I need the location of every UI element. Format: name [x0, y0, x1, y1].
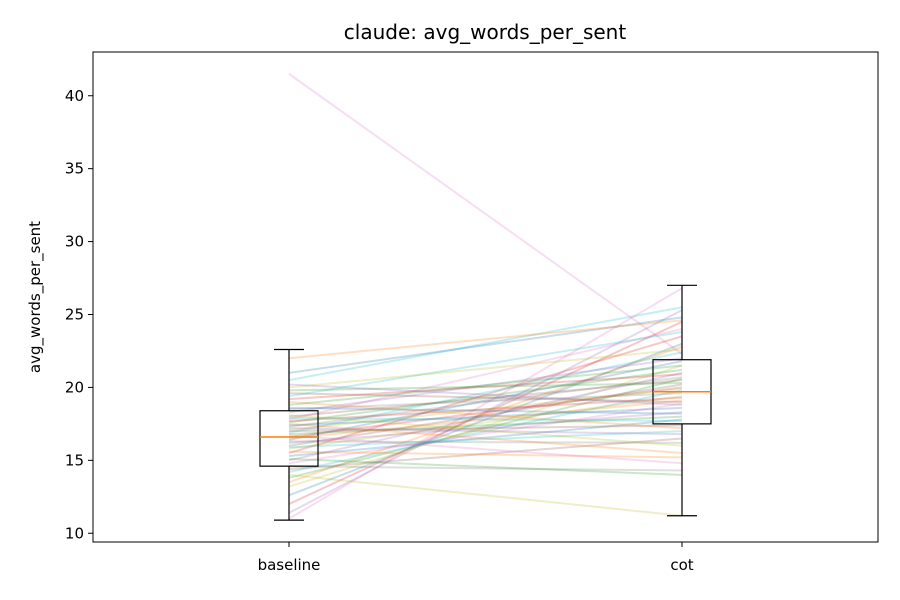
pair-line-8	[288, 473, 683, 517]
y-tick-label-10: 10	[65, 524, 84, 542]
pair-line-41	[288, 357, 683, 414]
pair-line-0	[288, 73, 683, 355]
pair-line-28	[288, 351, 683, 434]
pair-line-45	[288, 401, 683, 430]
pair-line-54	[288, 319, 683, 360]
pair-line-31	[288, 427, 683, 436]
pair-line-12	[288, 402, 683, 465]
pair-line-27	[288, 415, 683, 436]
pair-line-5	[288, 364, 683, 488]
pair-line-53	[288, 316, 683, 374]
pair-line-2	[288, 309, 683, 514]
pair-line-25	[288, 386, 683, 438]
pair-line-24	[288, 399, 683, 440]
pair-line-22	[288, 440, 683, 444]
pair-line-32	[288, 376, 683, 428]
pair-line-44	[288, 364, 683, 406]
pair-line-47	[288, 331, 683, 398]
y-tick-label-25: 25	[65, 306, 84, 324]
y-tick-label-40: 40	[65, 87, 84, 105]
y-tick-label-30: 30	[65, 233, 84, 251]
x-axis: baseline cot	[258, 542, 694, 574]
pair-line-36	[288, 396, 683, 422]
x-tick-label-baseline: baseline	[258, 556, 321, 574]
y-axis: 10 15 20 25 30 35 40	[65, 87, 93, 542]
pair-line-18	[288, 395, 683, 450]
pair-line-10	[288, 437, 683, 471]
paired-lines	[288, 73, 683, 520]
y-tick-label-15: 15	[65, 451, 84, 469]
pair-line-26	[288, 434, 683, 465]
pair-line-39	[288, 379, 683, 418]
pair-line-21	[288, 411, 683, 444]
y-tick-label-20: 20	[65, 378, 84, 396]
boxplots	[259, 284, 712, 521]
pair-line-13	[288, 371, 683, 462]
pair-line-50	[288, 348, 683, 389]
pair-line-7	[288, 377, 683, 479]
pair-line-46	[288, 373, 683, 401]
pair-line-49	[288, 382, 683, 392]
pair-line-48	[288, 392, 683, 403]
pair-line-37	[288, 328, 683, 421]
pair-line-29	[288, 424, 683, 433]
x-tick-label-cot: cot	[670, 556, 693, 574]
pair-line-43	[288, 406, 683, 415]
pair-line-19	[288, 430, 683, 449]
chart-title: claude: avg_words_per_sent	[344, 20, 627, 44]
y-axis-label: avg_words_per_sent	[26, 221, 45, 373]
pair-line-52	[288, 306, 683, 382]
y-tick-label-35: 35	[65, 160, 84, 178]
pair-line-3	[288, 320, 683, 505]
pair-line-14	[288, 457, 683, 476]
pair-line-15	[288, 418, 683, 457]
pair-line-51	[288, 383, 683, 406]
pair-line-4	[288, 342, 683, 497]
pair-line-38	[288, 417, 683, 422]
plot-frame	[92, 51, 879, 543]
pair-line-6	[288, 345, 683, 484]
pair-line-11	[288, 465, 683, 472]
baseline-box	[259, 410, 319, 467]
pair-line-40	[288, 414, 683, 447]
pair-line-1	[288, 287, 683, 520]
pair-line-16	[288, 335, 683, 455]
pair-line-9	[288, 389, 683, 473]
pair-line-20	[288, 383, 683, 447]
pair-line-23	[288, 360, 683, 441]
pair-line-35	[288, 368, 683, 424]
pair-line-30	[288, 387, 683, 431]
pair-line-34	[288, 422, 683, 455]
pair-line-42	[288, 392, 683, 411]
pair-line-33	[288, 406, 683, 427]
pair-line-17	[288, 450, 683, 459]
